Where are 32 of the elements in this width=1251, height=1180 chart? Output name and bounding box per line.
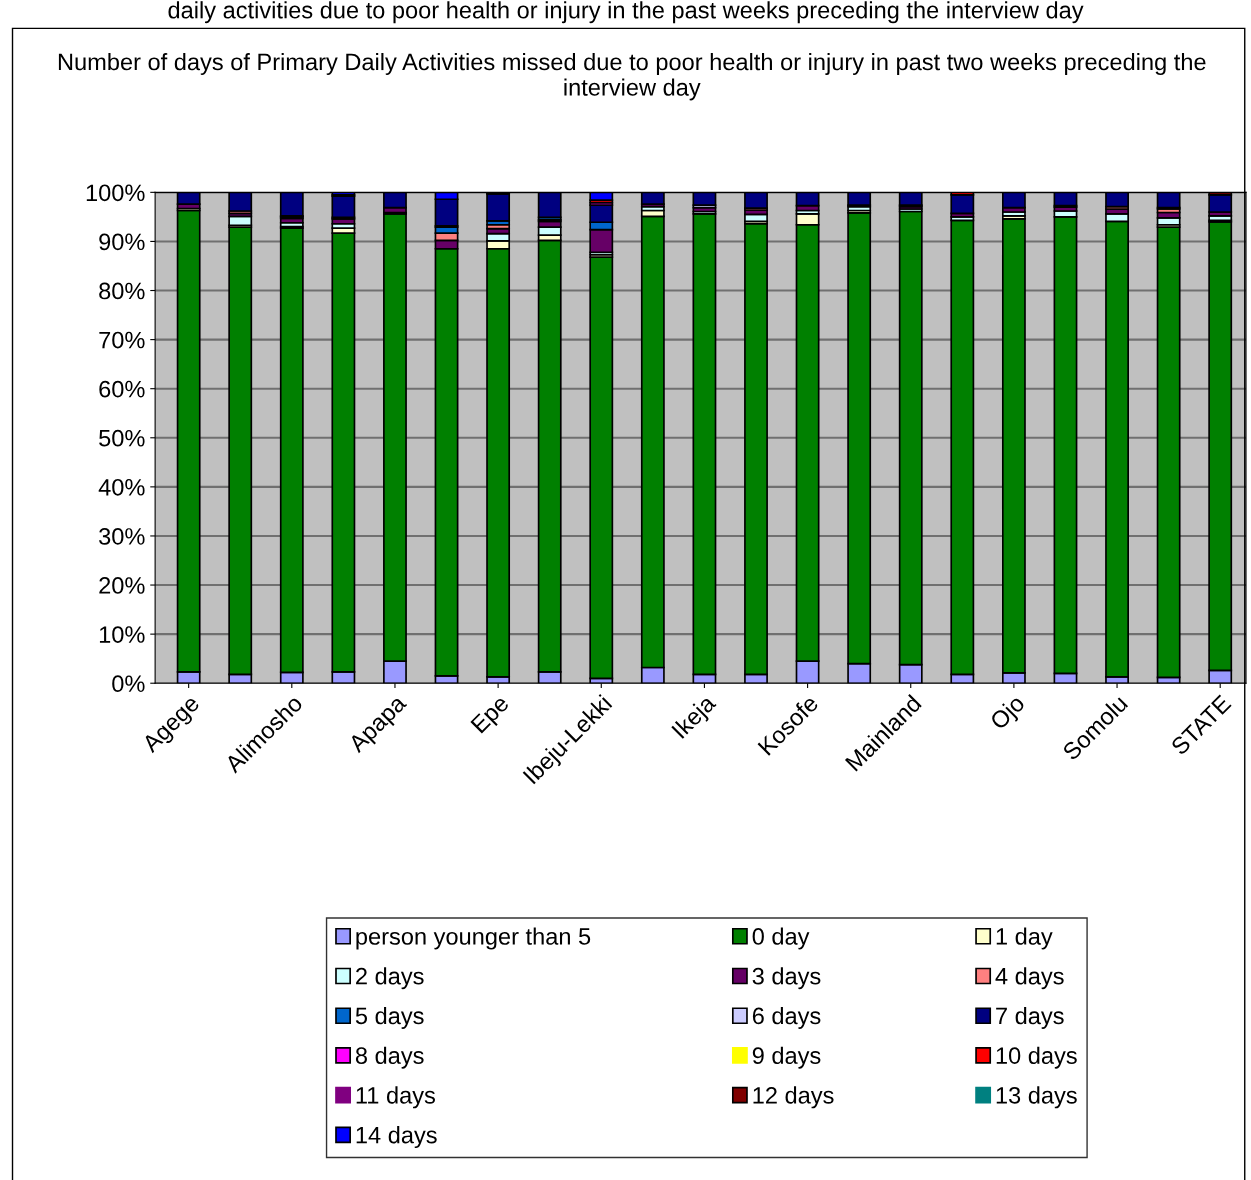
y-tick-label: 0% (112, 675, 145, 693)
y-tick-label: 100% (86, 184, 145, 202)
legend-label: 13 days (996, 1086, 1077, 1109)
legend-label: 8 days (355, 1046, 424, 1069)
text: daily activities due to poor health or injury in the past weeks preceding the interview day (168, 1, 1084, 24)
x-tick-label: Ikeja (670, 692, 720, 743)
legend-label: 0 day (752, 927, 810, 950)
legend-label: person younger than 5 (356, 927, 591, 950)
legend-label: 5 days (355, 1006, 424, 1029)
legend-label: 1 day (996, 927, 1053, 950)
chart-title: Number of days of Primary Daily Activities missed due to poor health or injury in past two weeks preceding the interview day (58, 52, 1206, 101)
legend-label: 2 days (356, 967, 424, 990)
y-tick-label: 20% (99, 577, 145, 594)
legend-label: 9 days (752, 1046, 821, 1069)
legend-label: 12 days (753, 1086, 834, 1109)
y-tick-label: 50% (99, 429, 145, 447)
legend-label: 6 days (752, 1006, 821, 1029)
legend-label: 11 days (356, 1086, 435, 1109)
y-tick-label: 70% (99, 331, 145, 349)
x-tick-label: Ojo (988, 693, 1029, 734)
legend-label: 7 days (996, 1006, 1064, 1029)
legend-label: 14 days (356, 1126, 437, 1149)
x-tick-label: Epe (470, 694, 513, 737)
y-tick-label: 10% (99, 626, 145, 643)
y-tick-label: 40% (98, 478, 145, 496)
y-tick-label: 80% (99, 282, 145, 300)
y-tick-label: 60% (99, 380, 145, 398)
y-tick-label: 30% (99, 528, 145, 545)
y-tick-label: 90% (99, 233, 145, 251)
legend-label: 10 days (996, 1046, 1077, 1069)
legend-label: 3 days (752, 967, 821, 990)
legend-label: 4 days (995, 967, 1064, 990)
